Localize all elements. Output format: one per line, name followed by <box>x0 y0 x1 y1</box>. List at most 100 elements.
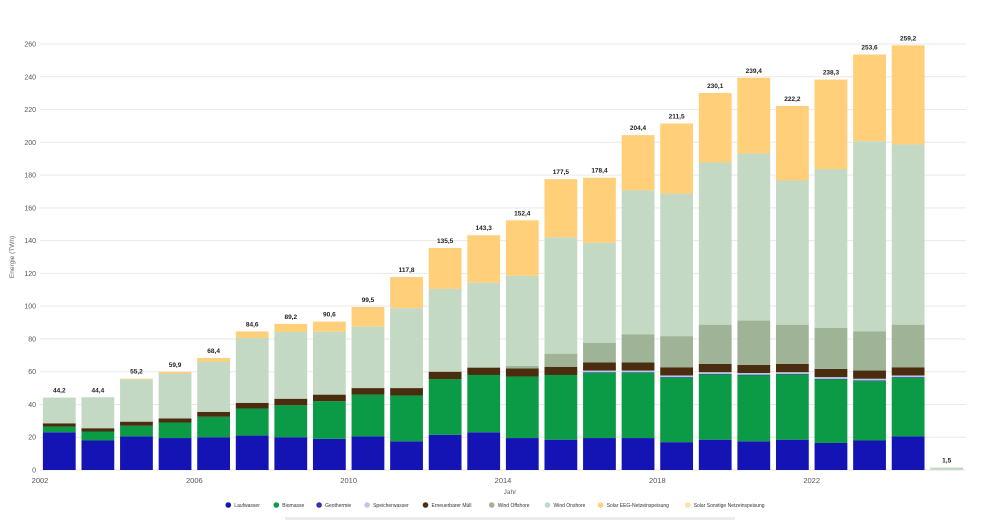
legend-swatch <box>422 502 429 508</box>
bar-segment <box>274 405 308 438</box>
x-tick-label: 2006 <box>186 476 203 485</box>
bar-segment <box>235 408 269 436</box>
legend-item: Wind Onshore <box>544 502 586 509</box>
y-tick-label: 0 <box>32 468 36 475</box>
bar-segment <box>853 141 886 332</box>
bar-stack-2011 <box>390 276 423 470</box>
legend-label: Geothermie <box>325 503 351 509</box>
bar-segment <box>428 379 462 435</box>
bar-segment <box>660 375 694 378</box>
x-axis-label: Jahr <box>504 489 517 496</box>
y-tick-label: 20 <box>28 435 36 442</box>
bar-stack-2017 <box>621 135 655 470</box>
legend-item: Erneuerbarer Müll <box>422 502 472 509</box>
bar-segment <box>312 321 346 332</box>
bar-stack-2010 <box>351 306 385 470</box>
bar-segment <box>737 373 771 375</box>
x-tick-label: 2014 <box>495 476 512 485</box>
bar-segment <box>120 421 153 426</box>
bar-segment <box>81 428 115 432</box>
bar-segment <box>467 282 501 368</box>
bar-segment <box>660 442 694 470</box>
bar-segment <box>158 418 192 423</box>
total-label: 55,2 <box>130 369 143 376</box>
y-tick-label: 120 <box>24 271 36 278</box>
bar-segment <box>853 440 886 470</box>
total-label: 90,6 <box>323 312 336 319</box>
bar-segment <box>930 467 964 470</box>
bar-segment <box>891 377 925 378</box>
bar-segment <box>351 394 385 437</box>
bar-stack-2024 <box>891 45 925 470</box>
bar-segment <box>81 431 115 441</box>
legend-swatch <box>684 502 691 508</box>
bar-stack-2023 <box>853 54 886 470</box>
bar-segment <box>853 54 886 142</box>
bar-segment <box>197 416 231 438</box>
bar-segment <box>42 423 76 427</box>
bar-stack-2002 <box>42 397 76 470</box>
bar-segment <box>698 374 732 440</box>
bar-segment <box>737 364 771 374</box>
y-tick-label: 140 <box>24 238 36 245</box>
total-label: 239,4 <box>746 68 763 75</box>
y-tick-label: 80 <box>28 336 36 343</box>
bar-segment <box>235 337 269 403</box>
bar-segment <box>814 377 848 379</box>
total-label: 68,4 <box>207 348 220 355</box>
legend-item: Solar Sonstige Netzeinspeisung <box>684 502 765 509</box>
bar-segment <box>351 388 385 395</box>
bar-segment <box>737 320 771 365</box>
bar-segment <box>120 379 153 422</box>
bar-segment <box>583 372 616 439</box>
bar-segment <box>390 388 423 396</box>
bar-stack-2025 <box>930 467 964 470</box>
x-tick-label: 2010 <box>340 476 357 485</box>
bar-stack-2021 <box>775 105 809 470</box>
bar-segment <box>660 193 694 337</box>
bar-stack-2008 <box>274 323 308 470</box>
x-tick-label: 2022 <box>803 476 820 485</box>
y-tick-label: 180 <box>24 173 36 180</box>
bar-segment <box>583 372 616 373</box>
legend-item: Laufwasser <box>225 502 260 509</box>
y-tick-label: 260 <box>24 42 36 49</box>
bar-segment <box>351 306 385 327</box>
legend-label: Biomasse <box>282 503 304 509</box>
total-labels: 44,2 44,4 55,2 59,9 68,4 84,6 89,2 90,6 99,5 117,… <box>53 35 952 464</box>
bar-segment <box>428 371 462 380</box>
bar-segment <box>42 397 76 424</box>
bar-segment <box>737 441 771 470</box>
bar-segment <box>42 426 76 433</box>
bar-segment <box>351 436 385 470</box>
bar-segment <box>197 361 231 412</box>
y-tick-label: 220 <box>24 107 36 114</box>
bar-segment <box>274 398 308 406</box>
bar-segment <box>698 162 732 325</box>
legend-swatch <box>316 502 322 508</box>
bar-segment <box>235 435 269 470</box>
bar-segment <box>312 394 346 402</box>
bar-segment <box>274 332 308 399</box>
total-label: 99,5 <box>362 297 375 304</box>
bar-segment <box>775 180 809 325</box>
bar-segment <box>814 79 848 170</box>
bar-segment <box>197 437 231 470</box>
bar-segment <box>853 378 886 381</box>
bar-segment <box>698 324 732 364</box>
total-label: 44,2 <box>53 388 66 395</box>
total-label: 59,9 <box>169 362 182 369</box>
bar-segment <box>544 237 578 354</box>
bar-segment <box>235 331 269 338</box>
bar-segment <box>621 135 655 191</box>
bar-segment <box>505 368 539 377</box>
bar-segment <box>891 377 925 437</box>
bar-stack-2020 <box>737 77 771 470</box>
y-axis-label: Energie (TWh) <box>9 236 16 278</box>
bar-segment <box>621 370 655 373</box>
total-label: 204,4 <box>630 125 647 132</box>
legend-swatch <box>273 502 280 508</box>
y-tick-label: 240 <box>24 74 36 81</box>
